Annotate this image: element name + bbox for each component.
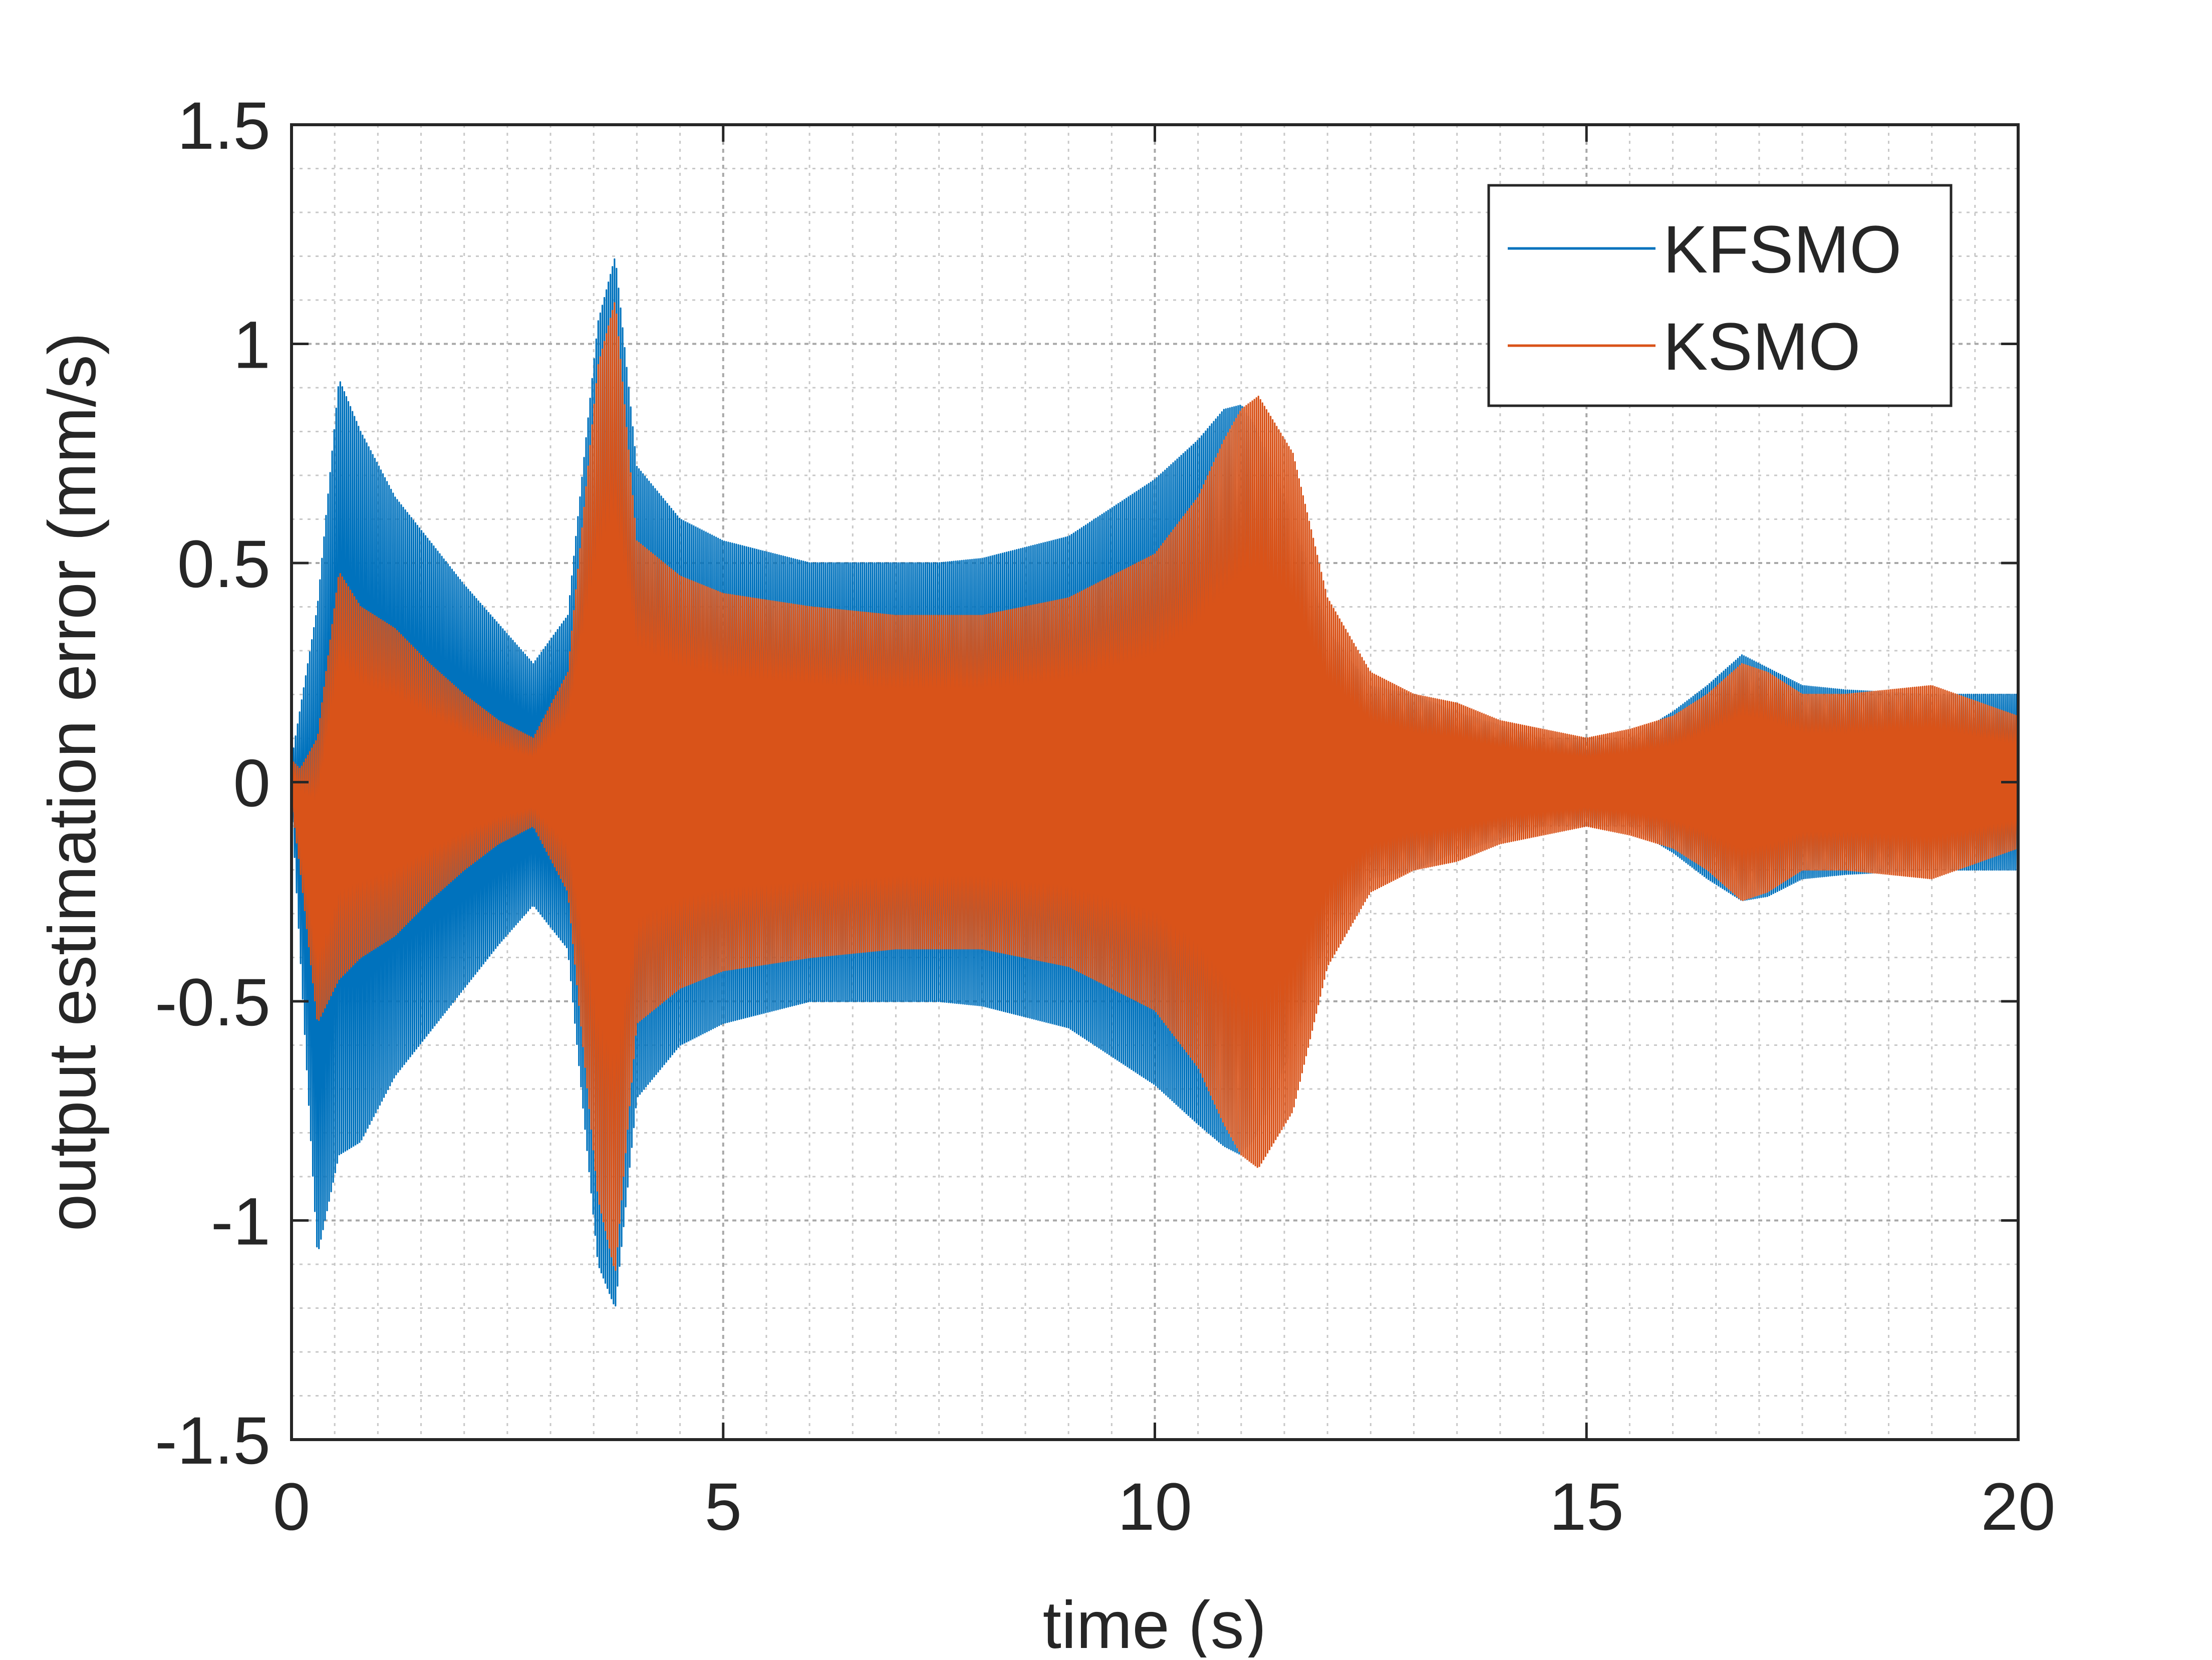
x-tick-label: 5 xyxy=(704,1470,742,1544)
axis-ticks: 0 5 10 15 20 -1.5 -1 -0.5 0 0.5 1 1.5 xyxy=(155,89,2055,1544)
y-tick-label: -1.5 xyxy=(155,1404,270,1478)
x-tick-label: 10 xyxy=(1118,1470,1192,1544)
legend-label-ksmo: KSMO xyxy=(1663,310,1861,384)
legend: KFSMO KSMO xyxy=(1487,184,1953,407)
x-tick-label: 0 xyxy=(273,1470,311,1544)
y-tick-label: 0.5 xyxy=(177,527,270,602)
y-tick-label: -1 xyxy=(211,1185,270,1259)
x-tick-label: 15 xyxy=(1549,1470,1624,1544)
y-tick-label: 1.5 xyxy=(177,89,270,163)
y-tick-label: -0.5 xyxy=(155,965,270,1040)
legend-label-kfsmo: KFSMO xyxy=(1663,212,1901,287)
x-axis-label: time (s) xyxy=(1043,1588,1267,1657)
x-tick-label: 20 xyxy=(1981,1470,2055,1544)
y-tick-label: 0 xyxy=(233,746,270,821)
y-tick-label: 1 xyxy=(233,308,270,383)
legend-box xyxy=(1487,184,1953,407)
series-group xyxy=(291,258,2019,1307)
series-line-ksmo xyxy=(291,302,2019,1271)
y-axis-label: output estimation error (mm/s) xyxy=(35,333,110,1232)
